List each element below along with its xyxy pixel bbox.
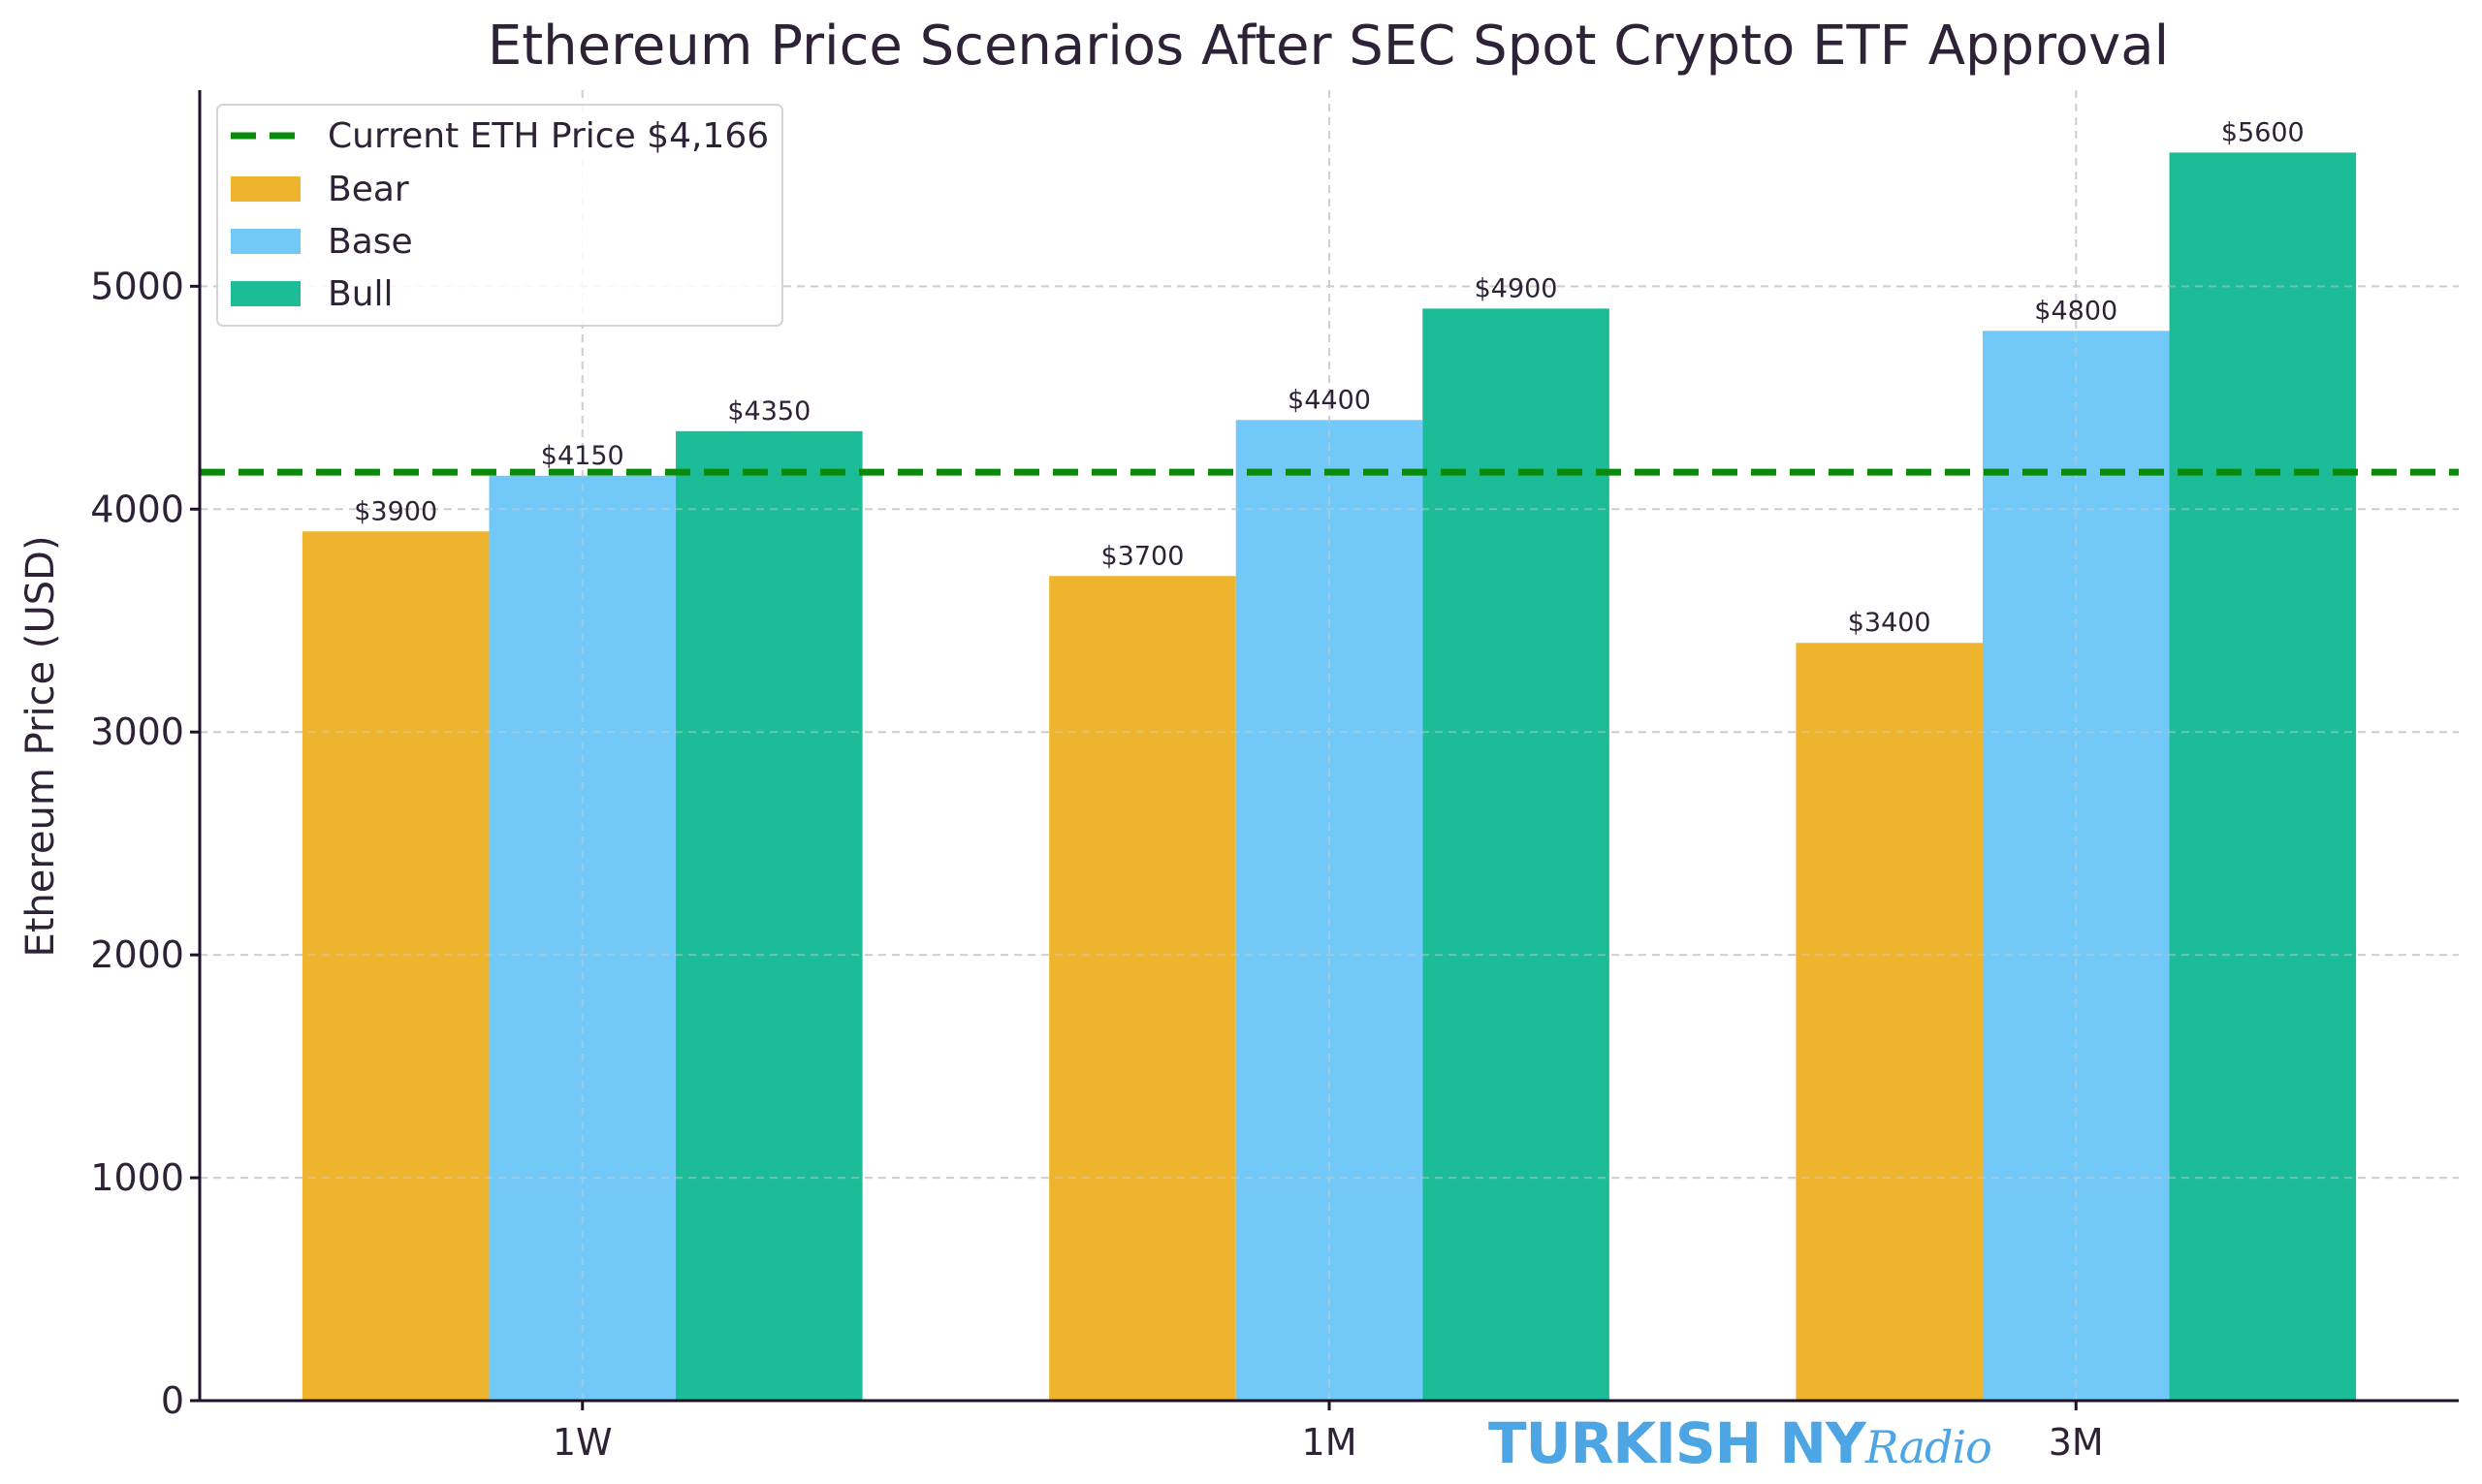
watermark-script: Radio: [1864, 1421, 1992, 1473]
y-tick-label: 5000: [90, 265, 184, 307]
y-tick-label: 0: [161, 1379, 184, 1422]
legend-label-base: Base: [328, 222, 413, 262]
y-axis-label: Ethereum Price (USD): [18, 535, 63, 957]
legend-swatch-bull: [231, 281, 301, 306]
bar-bull: [2169, 152, 2357, 1401]
bar-base: [1982, 331, 2170, 1401]
legend-swatch-base: [231, 229, 301, 254]
axes: 0 1000 2000 3000 4000 5000 1W 1M 3M: [90, 90, 2459, 1464]
watermark-logo: TURKISH NYRadio: [1488, 1410, 1992, 1476]
bar-value-label: $4350: [727, 396, 811, 426]
bar-value-label: $4800: [2034, 296, 2117, 326]
legend-label-bear: Bear: [328, 170, 409, 209]
y-tick-label: 1000: [90, 1156, 184, 1199]
watermark-main: TURKISH NY: [1488, 1410, 1866, 1476]
bar-value-label: $4400: [1288, 385, 1371, 415]
bar-value-label: $3700: [1100, 541, 1184, 571]
bar-base: [1235, 420, 1423, 1401]
bar-bull: [676, 430, 863, 1402]
legend-label-bull: Bull: [328, 274, 394, 314]
chart-title: Ethereum Price Scenarios After SEC Spot …: [488, 15, 2169, 78]
legend-box: [216, 104, 783, 327]
bar-bear: [302, 531, 490, 1401]
x-tick-label: 1W: [553, 1421, 613, 1464]
y-tick-label: 2000: [90, 933, 184, 976]
legend-swatch-bear: [231, 176, 301, 202]
bar-value-label: $4900: [1475, 273, 1558, 303]
bar-bear: [1049, 576, 1236, 1401]
bar-value-label: $3900: [354, 496, 437, 526]
bar-labels: $3900 $3700 $3400 $4150 $4400 $4800 $4350 $4900…: [354, 117, 2305, 638]
y-tick-label: 3000: [90, 710, 184, 753]
x-tick-label: 1M: [1302, 1421, 1357, 1464]
bars: [302, 152, 2357, 1402]
bar-base: [489, 475, 677, 1401]
x-tick-label: 3M: [2049, 1421, 2104, 1464]
bar-value-label: $5600: [2221, 117, 2305, 147]
legend: Current ETH Price $4,166 Bear Base Bull: [216, 104, 783, 327]
bar-bull: [1422, 308, 1609, 1401]
legend-label-current-price: Current ETH Price $4,166: [328, 116, 769, 156]
bar-value-label: $3400: [1848, 608, 1931, 638]
bar-bear: [1796, 643, 1983, 1401]
y-tick-label: 4000: [90, 488, 184, 530]
bar-value-label: $4150: [541, 441, 624, 471]
